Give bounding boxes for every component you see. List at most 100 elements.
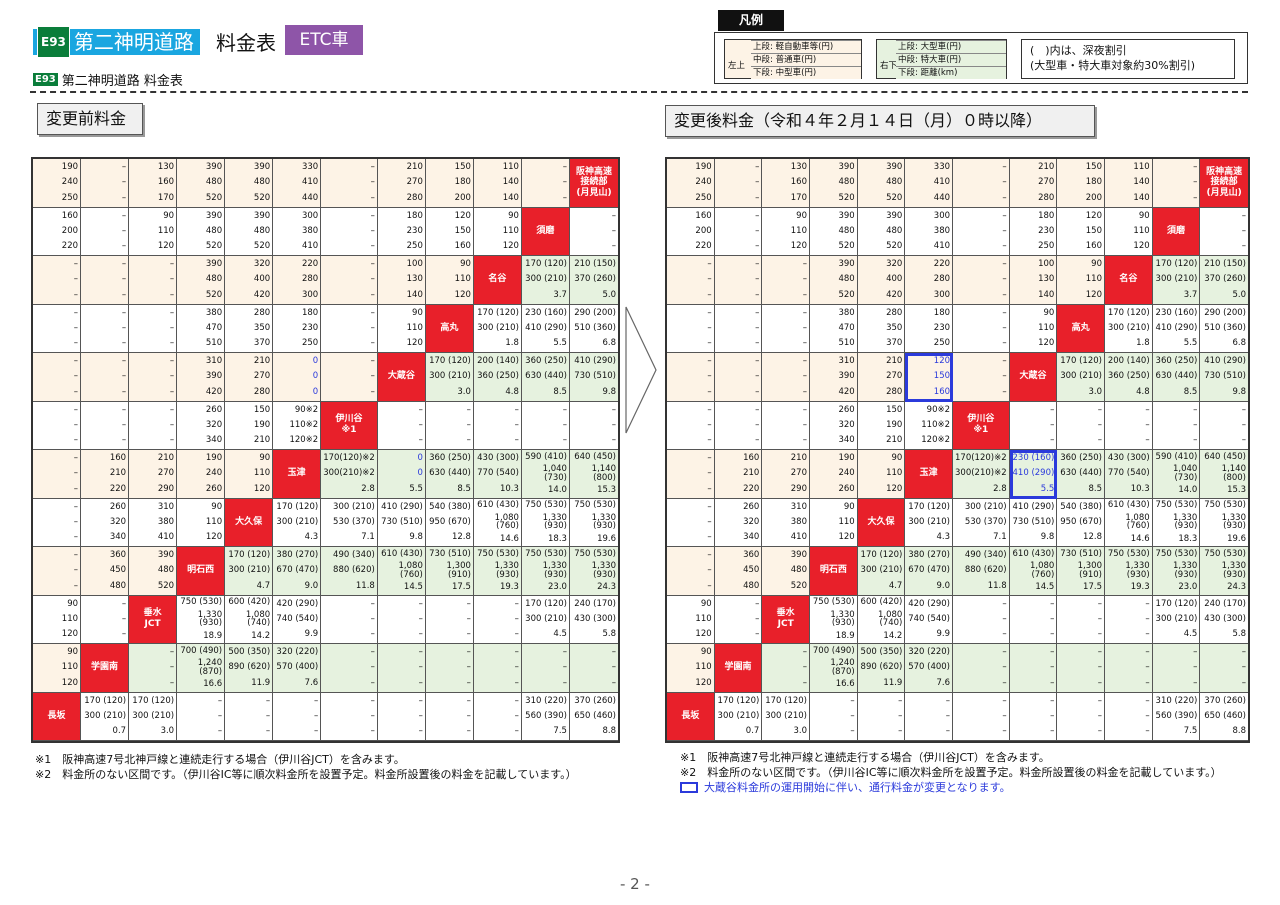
fare-value: 380: [301, 225, 319, 236]
fare-cell: – – –: [667, 450, 715, 499]
fare-cell: 170 (120) 300 (210) 3.7: [1152, 256, 1201, 305]
fare-value: 370 (260): [574, 274, 616, 285]
fare-cell: – – –: [1057, 401, 1105, 450]
fare-cell: 130 160 170: [129, 159, 178, 208]
fare-cell: 160 200 220: [667, 207, 715, 256]
fare-value: –: [370, 307, 375, 318]
fare-value: –: [562, 162, 567, 173]
station-name-line: JCT: [144, 619, 161, 630]
fare-value: –: [1002, 210, 1007, 221]
fare-cell: 90 110 120: [473, 207, 522, 256]
station-name: 伊川谷 ※1: [953, 401, 1010, 450]
fare-value: 4.3: [936, 532, 951, 543]
fare-value: 1,040 (730): [1172, 464, 1198, 483]
fare-cell: – – –: [953, 256, 1010, 305]
fare-value: 14.0: [1178, 485, 1198, 496]
fare-value: 350: [886, 322, 903, 333]
fare-value: 120: [406, 338, 423, 349]
fare-value: 210 (150): [574, 259, 616, 270]
fare-value: –: [217, 726, 223, 737]
fare-value: –: [418, 419, 423, 430]
fare-value: –: [73, 516, 79, 527]
fare-value: 17.5: [451, 582, 471, 593]
fare-value: –: [1002, 259, 1007, 270]
fare-value: –: [755, 192, 760, 203]
fare-value: 320: [886, 259, 903, 270]
fare-value: 300 (210): [228, 565, 271, 576]
fare-value: 110: [61, 613, 79, 624]
fare-cell: – – –: [321, 256, 378, 305]
fare-value: 14.5: [1035, 582, 1055, 593]
fare-value: –: [1097, 710, 1102, 721]
legend-title: 凡例: [718, 10, 784, 31]
fare-value: –: [707, 356, 712, 367]
fare-value: 210: [157, 453, 175, 464]
fare-value: 320 (220): [908, 647, 951, 658]
fare-value: 370 (260): [574, 695, 616, 706]
station-name-line: 高丸: [440, 322, 459, 333]
fare-cell: – – –: [1104, 644, 1153, 693]
legend-note-line1: ( )内は、深夜割引: [1030, 44, 1127, 57]
fare-value: 320: [109, 516, 127, 527]
fare-value: 420: [205, 386, 223, 397]
fare-cell: 210 270 280: [857, 353, 906, 402]
fare-value: 230 (160): [525, 307, 567, 318]
fare-value: 590 (410): [525, 451, 567, 462]
fare-value: 240: [695, 177, 712, 188]
fare-value: –: [121, 338, 127, 349]
fare-value: 510: [838, 338, 855, 349]
fare-value: –: [466, 419, 471, 430]
fare-value: 320: [253, 259, 271, 270]
fare-cell: – – –: [953, 159, 1010, 208]
fare-value: –: [1145, 613, 1150, 624]
fare-value: –: [707, 371, 712, 382]
legend-row: 中段: 普通車(円): [751, 53, 861, 66]
fare-value: 14.2: [883, 630, 903, 641]
fare-value: 300 (210): [964, 501, 1007, 512]
fare-value: 240 (170): [574, 598, 616, 609]
fare-value: 160: [61, 210, 79, 221]
fare-value: 380: [933, 225, 951, 236]
fare-cell: – – –: [377, 401, 426, 450]
fare-value: –: [1193, 192, 1198, 203]
fare-value: 110: [502, 225, 519, 236]
fare-value: 5.5: [1183, 338, 1198, 349]
fare-cell: 290 (200) 510 (360) 6.8: [1200, 304, 1248, 353]
fare-cell: 90 110 120: [177, 498, 226, 547]
fare-value: 320: [838, 419, 855, 430]
fare-value: 9.0: [304, 580, 319, 591]
fare-cell: 150 180 200: [425, 159, 474, 208]
fare-value: 1.8: [505, 338, 519, 349]
fare-value: 230 (160): [1155, 307, 1198, 318]
fare-value: 120: [454, 210, 471, 221]
fare-value: 210: [886, 435, 903, 446]
fare-cell: 90※2 110※2 120※2: [905, 401, 954, 450]
fare-value: 440: [301, 192, 319, 203]
fare-value: 270: [1038, 177, 1055, 188]
fare-cell: 90 110 120: [667, 595, 715, 644]
fare-cell: 90 110 120: [857, 450, 906, 499]
fare-value: –: [370, 192, 375, 203]
fare-value: 880 (620): [964, 565, 1007, 576]
fare-value: –: [1050, 404, 1055, 415]
fare-cell: – – –: [953, 304, 1010, 353]
fare-value: 730 (510): [1204, 371, 1246, 382]
fare-cell: 390 480 520: [762, 547, 810, 596]
fare-value: 220: [695, 241, 712, 252]
fare-value: –: [370, 274, 375, 285]
fare-value: 280: [1038, 192, 1055, 203]
fare-value: –: [418, 662, 423, 673]
fare-cell: 90 110 120: [129, 207, 178, 256]
legend-left-upper: 左上 上段: 軽自動車等(円) 中段: 普通車(円) 下段: 中型車(円): [724, 39, 862, 79]
fare-cell: 260 320 340: [177, 401, 226, 450]
fare-value: 650 (460): [574, 710, 616, 721]
fare-value: 7.5: [553, 726, 567, 737]
fare-cell: – – –: [569, 644, 618, 693]
fare-value: 160: [157, 177, 175, 188]
fare-value: 310 (220): [525, 695, 567, 706]
fare-cell: 240 (170) 430 (300) 5.8: [569, 595, 618, 644]
fare-value: 210: [406, 162, 423, 173]
fare-value: 370: [886, 338, 903, 349]
before-label: 変更前料金: [37, 103, 143, 135]
fare-value: –: [73, 565, 79, 576]
